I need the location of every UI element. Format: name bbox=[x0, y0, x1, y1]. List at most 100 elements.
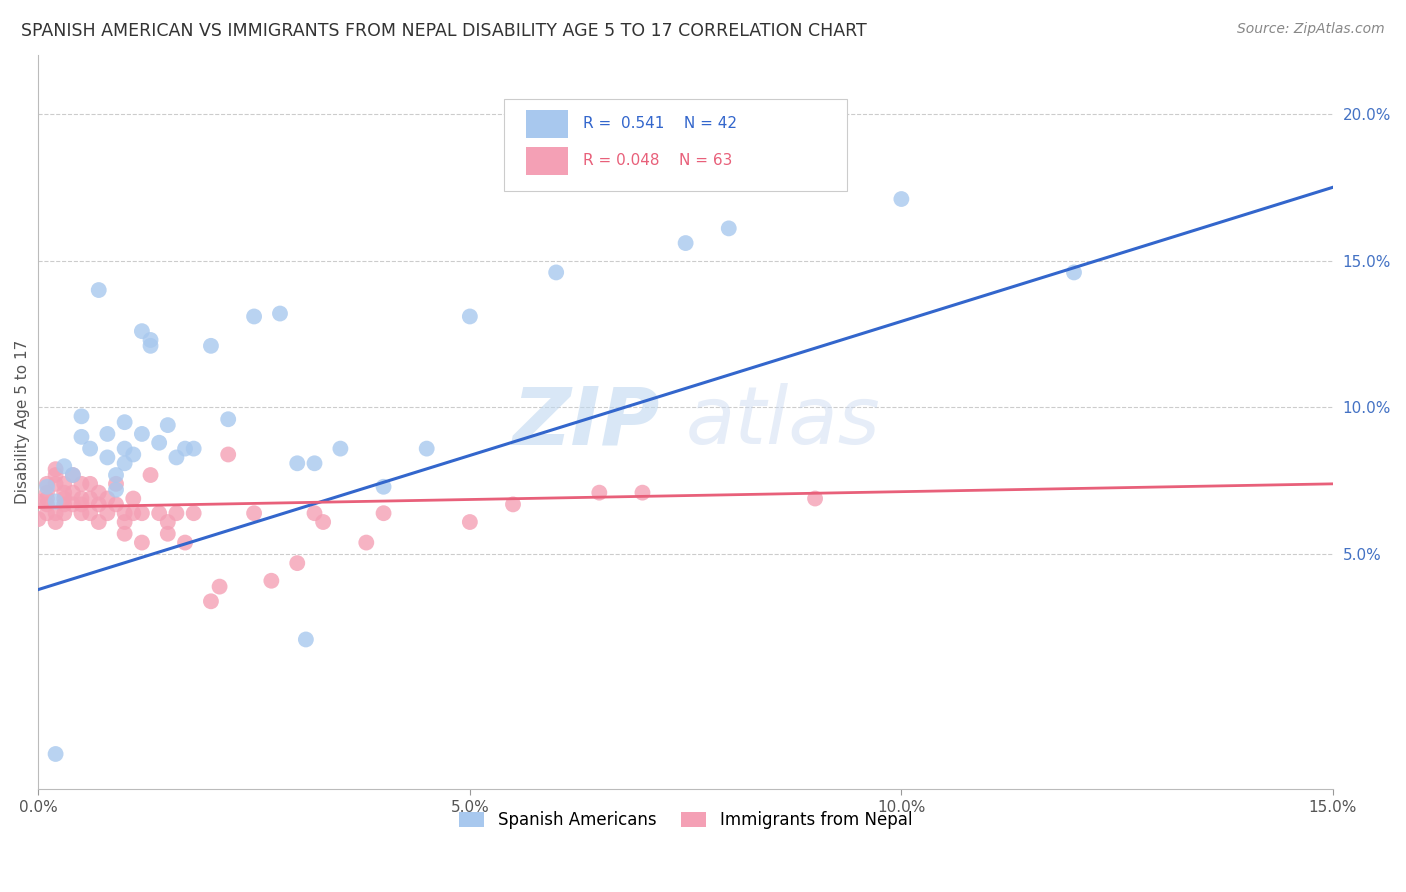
Point bbox=[53, 485, 76, 500]
Point bbox=[114, 526, 136, 541]
Point bbox=[79, 442, 101, 456]
Point bbox=[174, 442, 197, 456]
Point bbox=[62, 485, 84, 500]
Point bbox=[139, 333, 162, 347]
Point bbox=[131, 324, 153, 338]
Text: atlas: atlas bbox=[686, 384, 880, 461]
Point bbox=[304, 506, 326, 520]
Point bbox=[45, 515, 67, 529]
Point bbox=[217, 412, 239, 426]
Point bbox=[27, 494, 49, 508]
Legend: Spanish Americans, Immigrants from Nepal: Spanish Americans, Immigrants from Nepal bbox=[453, 805, 918, 836]
Point bbox=[45, 494, 67, 508]
Point bbox=[183, 442, 205, 456]
Point bbox=[114, 515, 136, 529]
Point bbox=[131, 506, 153, 520]
Text: R = 0.048    N = 63: R = 0.048 N = 63 bbox=[583, 153, 733, 168]
Point bbox=[131, 535, 153, 549]
Point bbox=[35, 476, 58, 491]
Point bbox=[156, 526, 179, 541]
Point bbox=[415, 442, 437, 456]
Point bbox=[148, 435, 170, 450]
Point bbox=[96, 491, 118, 506]
Point bbox=[105, 468, 128, 483]
Point bbox=[70, 506, 93, 520]
Point bbox=[717, 221, 740, 235]
Point bbox=[87, 485, 110, 500]
Point bbox=[79, 506, 101, 520]
Point bbox=[35, 491, 58, 506]
Point bbox=[243, 310, 266, 324]
Point bbox=[53, 459, 76, 474]
Point bbox=[631, 485, 654, 500]
Point bbox=[458, 310, 481, 324]
Point bbox=[96, 506, 118, 520]
Point bbox=[35, 497, 58, 511]
Point bbox=[70, 430, 93, 444]
FancyBboxPatch shape bbox=[526, 147, 568, 175]
Point bbox=[285, 456, 308, 470]
Point bbox=[312, 515, 335, 529]
Point bbox=[96, 450, 118, 465]
Point bbox=[53, 506, 76, 520]
Point bbox=[53, 497, 76, 511]
Point bbox=[1063, 265, 1085, 279]
Point bbox=[546, 265, 568, 279]
Point bbox=[79, 476, 101, 491]
Point bbox=[114, 415, 136, 429]
Point bbox=[79, 491, 101, 506]
Point bbox=[122, 491, 145, 506]
Point bbox=[105, 476, 128, 491]
Point bbox=[373, 506, 395, 520]
Point bbox=[70, 491, 93, 506]
Point bbox=[45, 747, 67, 761]
Point bbox=[53, 491, 76, 506]
Point bbox=[114, 456, 136, 470]
Point bbox=[114, 506, 136, 520]
Point bbox=[87, 283, 110, 297]
Point bbox=[70, 497, 93, 511]
Point bbox=[304, 456, 326, 470]
Point bbox=[62, 497, 84, 511]
Point bbox=[70, 409, 93, 424]
Text: R =  0.541    N = 42: R = 0.541 N = 42 bbox=[583, 116, 737, 131]
Point bbox=[87, 515, 110, 529]
FancyBboxPatch shape bbox=[526, 111, 568, 138]
Point bbox=[804, 491, 827, 506]
Text: Source: ZipAtlas.com: Source: ZipAtlas.com bbox=[1237, 22, 1385, 37]
Point bbox=[285, 556, 308, 570]
Point bbox=[45, 462, 67, 476]
Point bbox=[70, 476, 93, 491]
Point bbox=[260, 574, 283, 588]
Point bbox=[45, 476, 67, 491]
Point bbox=[105, 497, 128, 511]
Point bbox=[156, 515, 179, 529]
Point bbox=[122, 506, 145, 520]
Point bbox=[139, 468, 162, 483]
Point bbox=[208, 580, 231, 594]
Point bbox=[356, 535, 378, 549]
Point bbox=[329, 442, 352, 456]
Point bbox=[675, 235, 697, 250]
Point bbox=[114, 442, 136, 456]
Point bbox=[35, 506, 58, 520]
Point bbox=[87, 497, 110, 511]
Point bbox=[27, 512, 49, 526]
Point bbox=[131, 426, 153, 441]
Point bbox=[105, 483, 128, 497]
Point bbox=[269, 306, 291, 320]
Point bbox=[243, 506, 266, 520]
Point bbox=[183, 506, 205, 520]
Point bbox=[588, 485, 610, 500]
Point bbox=[148, 506, 170, 520]
Text: SPANISH AMERICAN VS IMMIGRANTS FROM NEPAL DISABILITY AGE 5 TO 17 CORRELATION CHA: SPANISH AMERICAN VS IMMIGRANTS FROM NEPA… bbox=[21, 22, 868, 40]
Point bbox=[35, 485, 58, 500]
Point bbox=[174, 535, 197, 549]
Point bbox=[35, 480, 58, 494]
Point bbox=[890, 192, 912, 206]
Point bbox=[62, 468, 84, 483]
Point bbox=[295, 632, 318, 647]
Point bbox=[165, 450, 187, 465]
Text: ZIP: ZIP bbox=[512, 384, 659, 461]
Point bbox=[45, 506, 67, 520]
